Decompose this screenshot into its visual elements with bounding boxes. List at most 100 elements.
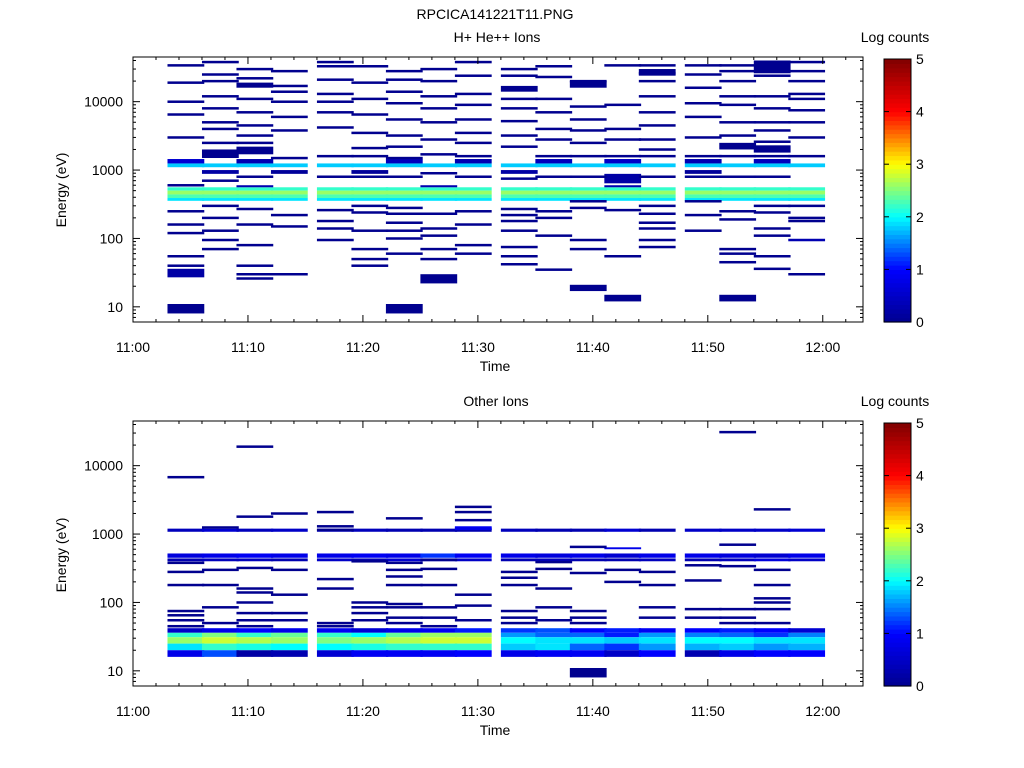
- heatmap-cell: [351, 637, 389, 644]
- heatmap-cell: [270, 512, 308, 515]
- heatmap-cell: [236, 175, 274, 178]
- heatmap-cell: [236, 194, 274, 199]
- colorbar-segment: [884, 488, 911, 494]
- heatmap-cell: [201, 141, 239, 145]
- colorbar-segment: [884, 269, 911, 275]
- heatmap-cell: [351, 650, 389, 657]
- heatmap-cell: [719, 637, 757, 644]
- heatmap-cell: [500, 570, 538, 574]
- heatmap-cell: [201, 204, 239, 208]
- heatmap-cell: [788, 97, 826, 101]
- colorbar-segment: [884, 243, 911, 249]
- heatmap-cell: [500, 134, 538, 137]
- colorbar-label: Log counts: [861, 393, 930, 409]
- heatmap-cell: [351, 204, 389, 208]
- heatmap-cell: [638, 64, 676, 67]
- heatmap-cell: [385, 632, 423, 638]
- heatmap-cell: [351, 628, 389, 633]
- y-tick-label: 10000: [84, 94, 123, 110]
- heatmap-cell: [385, 303, 423, 314]
- colorbar-segment: [884, 304, 911, 310]
- heatmap-cell: [316, 621, 354, 625]
- heatmap-cell: [788, 273, 826, 276]
- heatmap-cell: [500, 187, 538, 191]
- heatmap-cell: [167, 614, 205, 617]
- heatmap-cell: [385, 212, 423, 216]
- heatmap-cell: [638, 643, 676, 651]
- heatmap-cell: [788, 92, 826, 96]
- heatmap-cell: [420, 194, 458, 199]
- heatmap-cell: [788, 198, 826, 201]
- heatmap-cell: [201, 621, 239, 625]
- x-axis-label: Time: [480, 358, 511, 374]
- heatmap-cell: [454, 637, 492, 644]
- heatmap-cell: [535, 97, 573, 101]
- heatmap-cell: [638, 583, 676, 587]
- heatmap-cell: [454, 632, 492, 638]
- heatmap-cell: [684, 628, 722, 633]
- heatmap-cell: [236, 611, 274, 615]
- heatmap-cell: [719, 260, 757, 264]
- heatmap-cell: [420, 583, 458, 587]
- heatmap-cell: [454, 210, 492, 213]
- heatmap-cell: [167, 223, 205, 226]
- heatmap-cell: [270, 558, 308, 562]
- heatmap-cell: [719, 79, 757, 83]
- heatmap-cell: [316, 175, 354, 178]
- colorbar-segment: [884, 273, 911, 279]
- colorbar-segment: [884, 133, 911, 139]
- heatmap-cell: [454, 252, 492, 255]
- heatmap-cell: [270, 568, 308, 572]
- heatmap-cell: [167, 64, 205, 67]
- colorbar-segment: [884, 260, 911, 266]
- heatmap-cell: [236, 134, 274, 137]
- colorbar-segment: [884, 111, 911, 117]
- colorbar-segment: [884, 523, 911, 529]
- heatmap-cell: [684, 528, 722, 532]
- heatmap-cell: [604, 194, 642, 199]
- heatmap-cell: [316, 510, 354, 514]
- heatmap-cell: [236, 223, 274, 226]
- colorbar-tick-label: 3: [916, 156, 924, 172]
- heatmap-cell: [638, 553, 676, 558]
- colorbar-segment: [884, 72, 911, 78]
- heatmap-cell: [420, 553, 458, 558]
- colorbar-tick-label: 2: [916, 209, 924, 225]
- heatmap-cell: [788, 637, 826, 644]
- heatmap-cell: [201, 170, 239, 174]
- heatmap-cell: [684, 170, 722, 174]
- colorbar-segment: [884, 265, 911, 270]
- heatmap-cell: [454, 527, 492, 530]
- colorbar-tick-label: 0: [916, 678, 924, 694]
- heatmap-cell: [684, 616, 722, 619]
- colorbar-tick-label: 5: [916, 51, 924, 67]
- heatmap-cell: [753, 643, 791, 651]
- heatmap-cell: [569, 194, 607, 199]
- colorbar-segment: [884, 238, 911, 244]
- heatmap-cell: [316, 553, 354, 558]
- heatmap-cell: [638, 570, 676, 574]
- colorbar-segment: [884, 655, 911, 661]
- heatmap-cell: [569, 190, 607, 195]
- heatmap-cell: [788, 121, 826, 124]
- heatmap-cell: [270, 115, 308, 119]
- colorbar-segment: [884, 256, 911, 262]
- heatmap-cell: [316, 558, 354, 562]
- heatmap-cell: [684, 200, 722, 203]
- y-tick-label: 1000: [92, 526, 123, 542]
- heatmap-cell: [316, 111, 354, 114]
- heatmap-cell: [500, 163, 538, 168]
- heatmap-cell: [454, 198, 492, 201]
- heatmap-cell: [500, 119, 538, 123]
- heatmap-cell: [604, 127, 642, 131]
- colorbar-segment: [884, 155, 911, 161]
- heatmap-cell: [569, 105, 607, 108]
- heatmap-cell: [788, 628, 826, 633]
- heatmap-cell: [753, 187, 791, 191]
- heatmap-cell: [167, 210, 205, 213]
- heatmap-cell: [316, 632, 354, 638]
- colorbar-tick-label: 4: [916, 104, 924, 120]
- heatmap-cell: [684, 213, 722, 217]
- heatmap-cell: [201, 73, 239, 76]
- heatmap-cell: [535, 268, 573, 271]
